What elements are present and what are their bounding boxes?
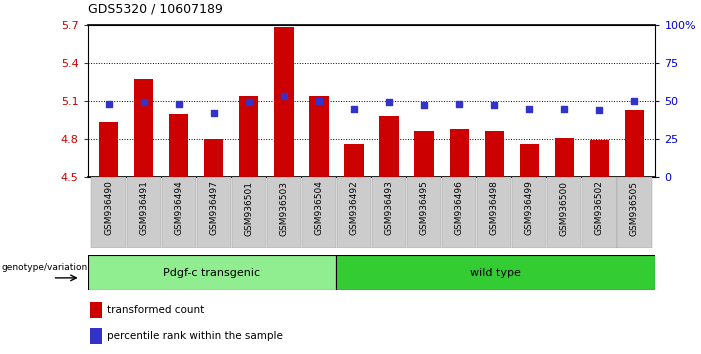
Text: wild type: wild type (470, 268, 521, 278)
Bar (239, 96, 259, 177)
Bar (583, 177, 617, 248)
Point (489, 103, 500, 108)
Bar (90, 302, 102, 318)
Text: GDS5320 / 10607189: GDS5320 / 10607189 (88, 2, 222, 16)
Text: percentile rank within the sample: percentile rank within the sample (107, 331, 283, 341)
Point (418, 103, 430, 108)
Bar (336, 255, 655, 290)
Bar (337, 177, 372, 248)
Bar (302, 177, 336, 248)
Text: GSM936500: GSM936500 (560, 181, 569, 235)
Bar (618, 177, 652, 248)
Bar (512, 177, 547, 248)
Text: GSM936490: GSM936490 (104, 181, 113, 235)
Bar (344, 144, 364, 177)
Bar (266, 177, 301, 248)
Text: GSM936492: GSM936492 (350, 181, 358, 235)
Text: genotype/variation: genotype/variation (1, 263, 88, 272)
Bar (547, 177, 582, 248)
Bar (414, 131, 434, 177)
Bar (590, 140, 609, 177)
Text: GSM936502: GSM936502 (595, 181, 604, 235)
Point (454, 101, 465, 107)
Bar (88, 255, 336, 290)
Text: GSM936503: GSM936503 (280, 181, 288, 235)
Text: Pdgf-c transgenic: Pdgf-c transgenic (163, 268, 260, 278)
Text: GSM936505: GSM936505 (630, 181, 639, 235)
Bar (196, 177, 231, 248)
Text: GSM936498: GSM936498 (490, 181, 498, 235)
Bar (91, 177, 126, 248)
Point (173, 101, 184, 107)
Text: transformed count: transformed count (107, 305, 205, 315)
Bar (127, 177, 161, 248)
Point (559, 105, 570, 111)
Bar (554, 138, 574, 177)
Bar (204, 139, 224, 177)
Point (629, 98, 640, 104)
Point (383, 99, 395, 105)
Text: GSM936493: GSM936493 (385, 181, 393, 235)
Point (103, 101, 114, 107)
Bar (449, 129, 469, 177)
Bar (407, 177, 442, 248)
Point (208, 110, 219, 116)
Text: GSM936494: GSM936494 (175, 181, 183, 235)
Bar (90, 328, 102, 344)
Text: GSM936495: GSM936495 (420, 181, 428, 235)
Bar (134, 79, 154, 177)
Bar (161, 177, 196, 248)
Bar (442, 177, 477, 248)
Bar (379, 116, 399, 177)
Text: GSM936491: GSM936491 (139, 181, 148, 235)
Point (348, 105, 360, 111)
Bar (169, 114, 189, 177)
Point (524, 105, 535, 111)
Bar (372, 177, 407, 248)
Point (278, 93, 290, 99)
Bar (309, 96, 329, 177)
Text: GSM936496: GSM936496 (455, 181, 463, 235)
Point (313, 98, 325, 104)
Bar (274, 27, 294, 177)
Text: GSM936497: GSM936497 (210, 181, 218, 235)
Bar (477, 177, 512, 248)
Point (138, 99, 149, 105)
Bar (519, 144, 539, 177)
Bar (231, 177, 266, 248)
Text: GSM936504: GSM936504 (315, 181, 323, 235)
Text: GSM936499: GSM936499 (525, 181, 533, 235)
Bar (484, 131, 504, 177)
Text: GSM936501: GSM936501 (245, 181, 253, 235)
Point (243, 99, 254, 105)
Bar (99, 122, 118, 177)
Point (594, 107, 605, 113)
Bar (625, 110, 644, 177)
